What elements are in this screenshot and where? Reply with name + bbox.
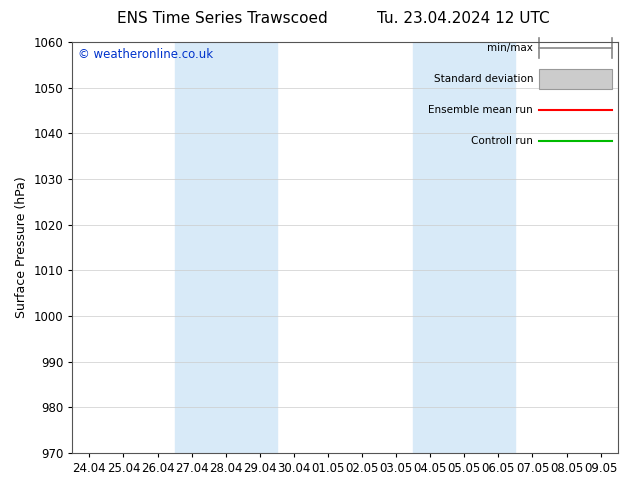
Text: Tu. 23.04.2024 12 UTC: Tu. 23.04.2024 12 UTC <box>377 11 549 26</box>
Text: Controll run: Controll run <box>471 136 533 146</box>
Y-axis label: Surface Pressure (hPa): Surface Pressure (hPa) <box>15 176 28 318</box>
Bar <box>174 42 277 453</box>
Text: Ensemble mean run: Ensemble mean run <box>429 105 533 115</box>
Bar <box>413 42 515 453</box>
Text: Standard deviation: Standard deviation <box>434 74 533 84</box>
Text: © weatheronline.co.uk: © weatheronline.co.uk <box>78 48 213 61</box>
Text: min/max: min/max <box>488 43 533 53</box>
Bar <box>539 69 612 89</box>
Text: ENS Time Series Trawscoed: ENS Time Series Trawscoed <box>117 11 327 26</box>
